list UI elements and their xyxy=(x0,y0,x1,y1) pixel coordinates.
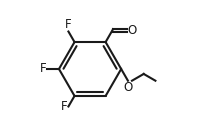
Text: O: O xyxy=(123,81,133,94)
Text: F: F xyxy=(65,18,72,31)
Text: O: O xyxy=(128,24,137,37)
Text: F: F xyxy=(39,63,46,75)
Text: F: F xyxy=(61,100,68,113)
